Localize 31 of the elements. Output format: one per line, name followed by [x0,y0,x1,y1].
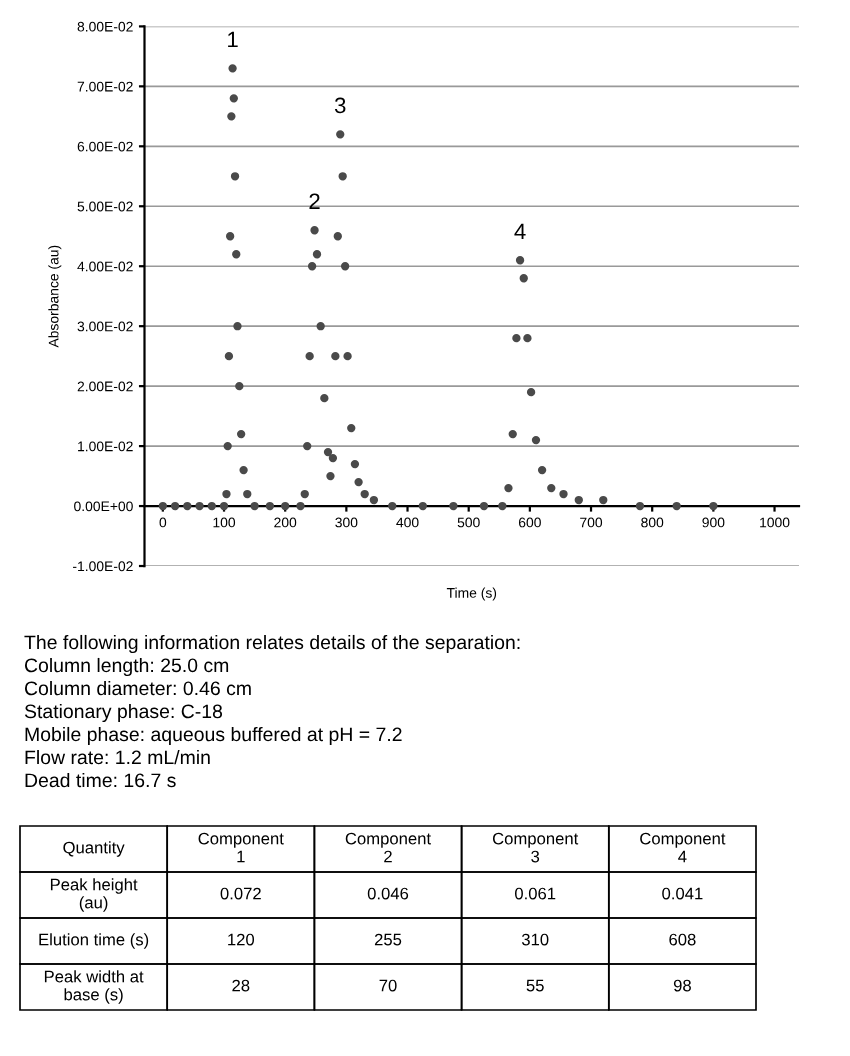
annotation: 1 [228,31,238,48]
text: 0.061 [515,887,556,900]
text: Column length: 25.0 cm [24,657,229,677]
text: Quantity [63,841,125,857]
text: Dead time: 16.7 s [25,772,176,788]
text: Component 1 [198,832,284,863]
text: 310 [521,933,549,946]
text: 70 [379,979,397,992]
text: Flow rate: 1.2 mL/min [25,749,210,765]
text: Component 3 [492,832,579,863]
text: The following information relates details of the separation: [24,634,520,654]
text: Mobile phase: aqueous buffered at pH = 7.2 [25,726,402,746]
text: Component 2 [345,832,431,863]
annotation: 3 [334,97,346,114]
text: 98 [673,979,691,992]
annotation: 2 [309,193,320,209]
text: Stationary phase: C-18 [24,703,223,723]
text: Component 4 [640,832,726,863]
text: 28 [232,979,250,992]
text: 55 [526,979,544,992]
text: Peak width at base (s) [44,970,144,1004]
text: 120 [228,933,255,946]
text: Column diameter: 0.46 cm [24,680,251,696]
text: 0.041 [662,887,703,900]
text: 0.046 [367,887,409,900]
annotation: 4 [514,223,526,239]
text: 0.072 [220,887,261,900]
text: Peak height (au) [50,878,138,912]
text: 608 [669,933,696,946]
text: 255 [374,933,402,946]
text: Elution time (s) [39,933,149,949]
